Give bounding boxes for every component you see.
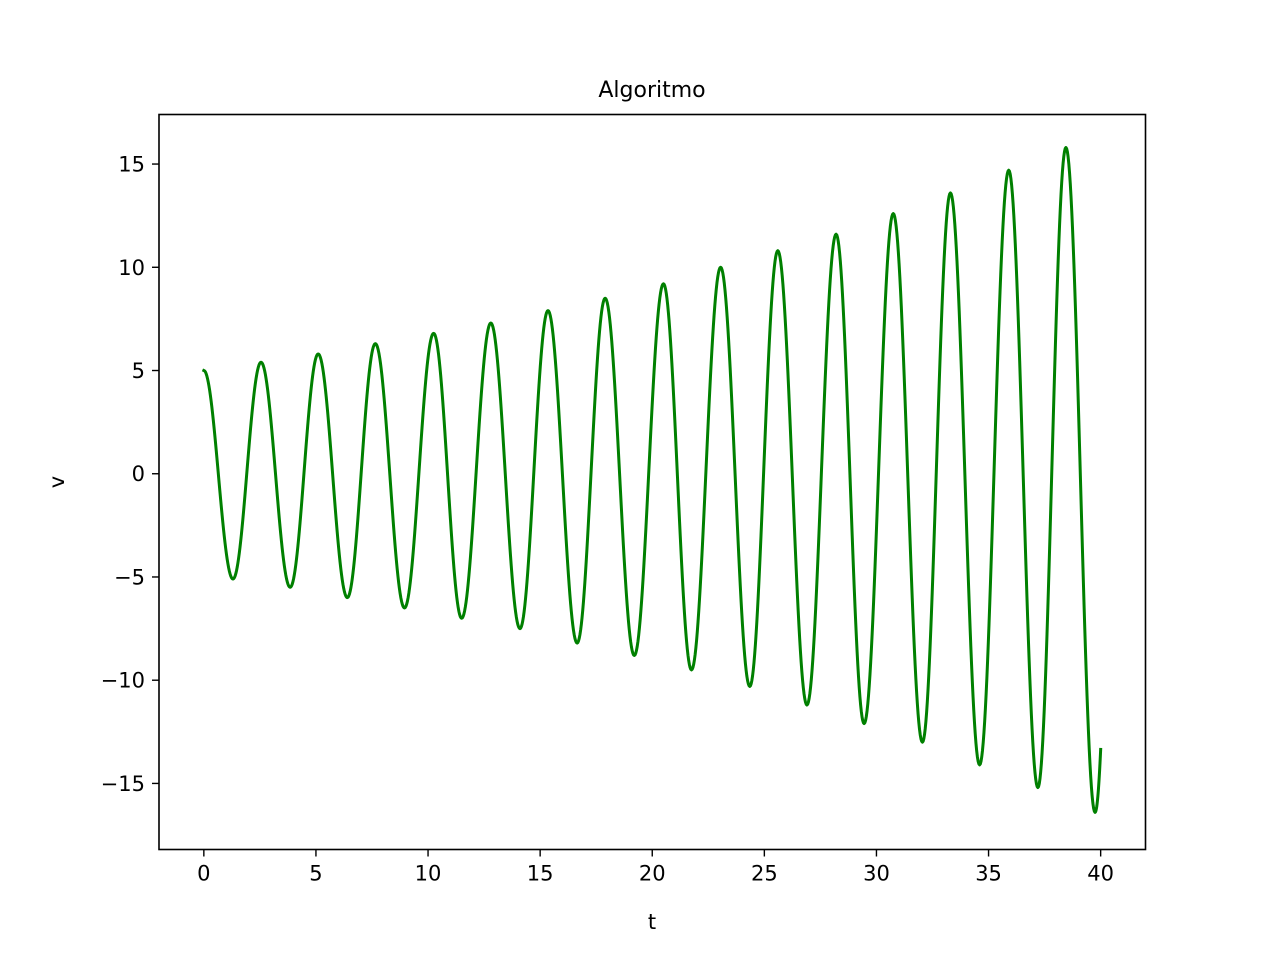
y-axis-label: v — [45, 476, 69, 488]
series-line — [201, 146, 1103, 814]
y-tick-label: −10 — [101, 669, 145, 693]
x-tick-label: 35 — [975, 862, 1002, 886]
x-tick-label: 0 — [197, 862, 210, 886]
x-tick-label: 30 — [863, 862, 890, 886]
x-tick-label: 20 — [639, 862, 666, 886]
x-tick-label: 15 — [527, 862, 554, 886]
y-tick-label: −5 — [114, 565, 145, 589]
chart-title: Algoritmo — [598, 78, 705, 103]
x-tick-label: 10 — [415, 862, 442, 886]
y-tick-label: −15 — [101, 772, 145, 796]
y-tick-label: 5 — [132, 359, 145, 383]
x-tick-label: 25 — [751, 862, 778, 886]
x-tick-label: 5 — [309, 862, 322, 886]
y-tick-label: 0 — [132, 462, 145, 486]
y-tick-label: 10 — [118, 256, 145, 280]
series-layer — [201, 146, 1103, 814]
x-axis-label: t — [648, 910, 656, 934]
x-axis: 0 5 10 15 20 25 30 35 40 — [197, 849, 1114, 886]
y-tick-label: 15 — [118, 153, 145, 177]
x-tick-label: 40 — [1087, 862, 1114, 886]
y-axis: −15 −10 −5 0 5 10 15 — [101, 153, 159, 796]
